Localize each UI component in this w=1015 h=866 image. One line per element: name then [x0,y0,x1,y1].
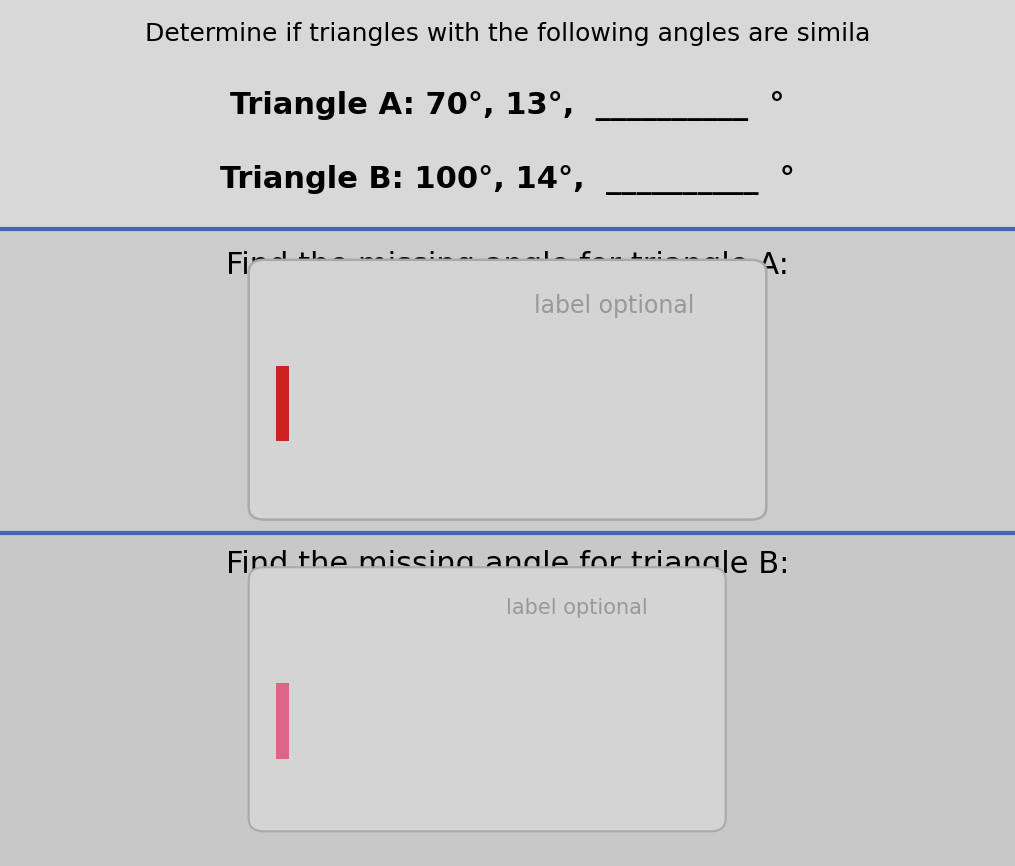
Bar [0,229,1015,533]
FancyBboxPatch shape [249,260,766,520]
FancyBboxPatch shape [249,567,726,831]
Text: Triangle B: 100°, 14°,  __________  °: Triangle B: 100°, 14°, __________ ° [220,165,795,195]
Bar [276,682,289,759]
Bar [0,533,1015,866]
Text: Find the missing angle for triangle A:: Find the missing angle for triangle A: [226,251,789,280]
Text: label optional: label optional [535,294,695,319]
Bar [276,366,289,441]
Text: Find the missing angle for triangle B:: Find the missing angle for triangle B: [225,550,790,578]
Bar [0,0,1015,229]
Text: Determine if triangles with the following angles are simila: Determine if triangles with the followin… [145,22,870,46]
Text: label optional: label optional [505,598,648,617]
Text: Triangle A: 70°, 13°,  __________  °: Triangle A: 70°, 13°, __________ ° [230,91,785,121]
